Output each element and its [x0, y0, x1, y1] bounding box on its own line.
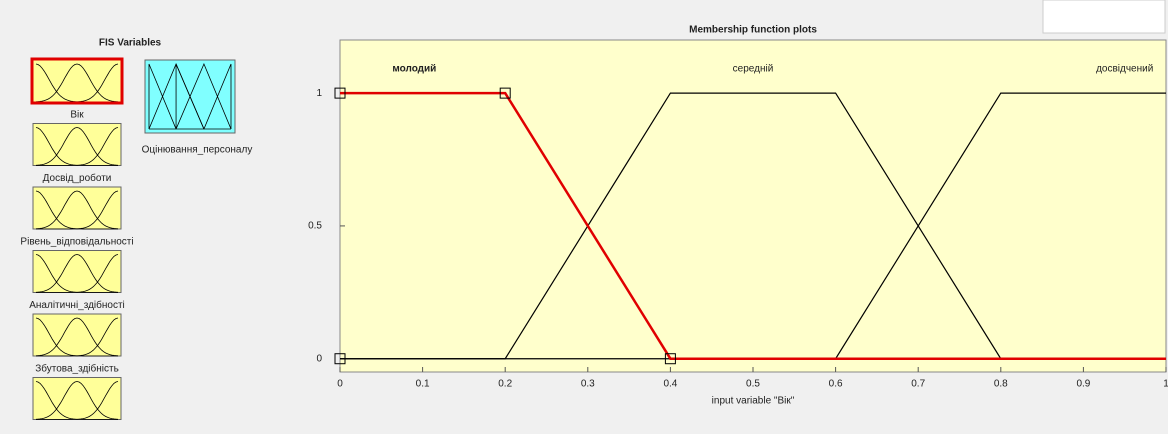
membership-line: [340, 91, 1166, 360]
variable-label: Вік: [70, 110, 84, 121]
chart-title: Membership function plots: [689, 25, 817, 36]
x-tick-label: 1: [1163, 379, 1168, 390]
x-tick-label: 0.6: [829, 379, 843, 390]
x-tick-label: 0.8: [994, 379, 1008, 390]
variable-icon[interactable]: [32, 123, 122, 166]
variable-icon[interactable]: [32, 186, 122, 230]
x-tick-label: 0: [337, 379, 343, 390]
x-axis-label: input variable "Вік": [712, 396, 795, 407]
sidebar-title: FIS Variables: [99, 38, 162, 49]
output-label: Оцінювання_персоналу: [142, 145, 253, 156]
x-tick-label: 0.5: [746, 379, 760, 390]
variable-label: Досвід_роботи: [43, 172, 112, 184]
mf-label: молодий: [392, 64, 436, 75]
x-tick-label: 0.4: [663, 379, 677, 390]
icon-curve: [36, 190, 119, 230]
icon-triangle: [203, 63, 232, 130]
vertex-handle[interactable]: [664, 353, 676, 365]
variable-icon[interactable]: [32, 59, 122, 103]
vertex-handle[interactable]: [334, 353, 346, 365]
icon-curve: [35, 381, 119, 420]
icon-curve: [36, 254, 119, 293]
icon-curve: [35, 190, 119, 230]
x-tick-label: 0.9: [1076, 379, 1090, 390]
icon-curve: [35, 317, 119, 357]
top-right-box: [1042, 0, 1166, 34]
y-tick-label: 0.5: [308, 221, 322, 232]
x-tick-label: 0.2: [498, 379, 512, 390]
plot-area: [339, 39, 1167, 373]
mf-label: середній: [733, 64, 774, 75]
icon-curve: [35, 127, 119, 166]
x-tick-label: 0.1: [416, 379, 430, 390]
icon-curve: [35, 254, 119, 293]
x-tick-label: 0.3: [581, 379, 595, 390]
variable-label: Збутова_здібність: [35, 363, 119, 375]
variable-icon[interactable]: [32, 313, 122, 357]
x-tick-label: 0.7: [911, 379, 925, 390]
vertex-handle[interactable]: [334, 87, 346, 99]
icon-triangle: [148, 62, 205, 130]
variable-label: Рівень_відповідальності: [20, 237, 133, 248]
selected-frame: [30, 57, 124, 105]
y-tick-label: 1: [316, 88, 322, 99]
icon-curve: [36, 381, 119, 420]
y-tick-label: 0: [316, 353, 322, 364]
icon-curve: [35, 63, 119, 103]
icon-triangle: [148, 63, 177, 130]
vertex-handle[interactable]: [499, 87, 511, 99]
icon-curve: [36, 317, 119, 357]
icon-triangle: [175, 62, 232, 130]
variable-label: Аналітичні_здібності: [29, 299, 125, 311]
mf-label: досвідчений: [1096, 64, 1153, 75]
variable-icon[interactable]: [32, 250, 122, 293]
variable-icon[interactable]: [32, 377, 122, 420]
icon-curve: [36, 127, 119, 166]
